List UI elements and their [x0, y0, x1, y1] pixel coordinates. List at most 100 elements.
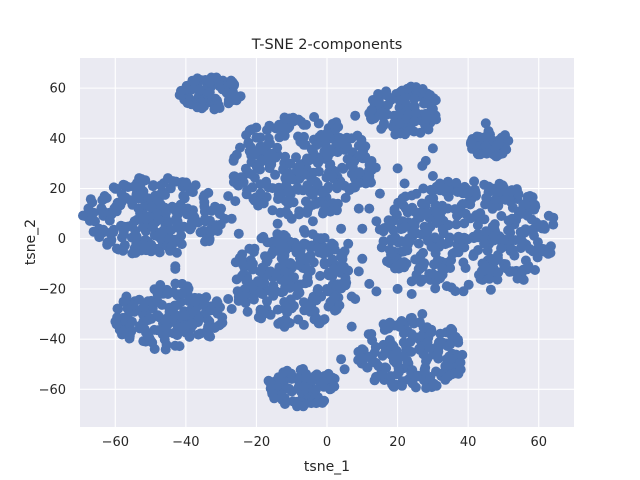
cluster-9-point — [527, 192, 538, 203]
y-tick-label: 0 — [58, 232, 66, 247]
cluster-2-point — [153, 215, 164, 226]
cluster-4-point — [294, 209, 305, 220]
y-tick-label: −60 — [39, 383, 66, 398]
cluster-3-point — [112, 303, 123, 314]
cluster-9-point — [450, 286, 461, 297]
cluster-4-point — [293, 131, 303, 142]
outlier-point — [272, 218, 283, 229]
cluster-5-point — [255, 287, 266, 298]
outlier-point — [247, 258, 258, 269]
cluster-3-point — [134, 294, 145, 305]
cluster-9-point — [418, 183, 429, 194]
cluster-5-point — [315, 270, 326, 281]
outlier-point — [226, 304, 237, 314]
cluster-3-point — [110, 316, 121, 327]
cluster-4-point — [270, 152, 281, 163]
cluster-9-point — [417, 274, 428, 285]
cluster-9-point — [383, 215, 394, 226]
cluster-2-point — [78, 210, 88, 221]
cluster-3-point — [201, 292, 212, 303]
cluster-9-point — [465, 213, 476, 224]
cluster-4-point — [318, 205, 329, 216]
cluster-4-point — [321, 172, 332, 183]
cluster-9-point — [437, 264, 448, 275]
x-tick-label: −40 — [172, 435, 199, 450]
cluster-3-point — [203, 331, 214, 341]
outlier-point — [353, 203, 364, 214]
cluster-3-point — [124, 333, 135, 344]
cluster-5-point — [321, 284, 332, 294]
cluster-9-point — [462, 188, 473, 199]
cluster-7-point — [426, 104, 437, 115]
cluster-10-point — [445, 354, 456, 364]
cluster-8-point — [465, 138, 476, 149]
cluster-10-point — [366, 329, 377, 340]
outlier-point — [427, 171, 438, 181]
cluster-2-point — [181, 177, 192, 188]
cluster-5-point — [272, 304, 283, 315]
cluster-1-point — [211, 72, 222, 83]
cluster-4-point — [298, 139, 309, 150]
outlier-point — [233, 228, 244, 239]
cluster-9-point — [484, 273, 495, 284]
cluster-8-point — [503, 135, 514, 146]
cluster-9-point — [413, 238, 424, 249]
cluster-10-point — [411, 371, 422, 382]
cluster-10-point — [455, 364, 466, 375]
cluster-10-point — [433, 346, 444, 357]
cluster-9-point — [469, 176, 480, 187]
cluster-4-point — [285, 158, 296, 169]
cluster-8-point — [491, 140, 502, 151]
cluster-7-point — [378, 111, 389, 122]
chart-title: T-SNE 2-components — [251, 37, 403, 53]
x-tick-labels: −60 −40 −20 0 20 40 60 — [102, 435, 547, 450]
cluster-5-point — [305, 300, 316, 311]
cluster-10-point — [410, 382, 421, 393]
cluster-6-point — [286, 386, 297, 397]
cluster-2-point — [206, 205, 217, 216]
cluster-9-point — [453, 231, 464, 242]
outlier-point — [480, 118, 491, 129]
outlier-point — [170, 263, 181, 274]
cluster-4-point — [264, 138, 275, 149]
cluster-10-point — [426, 327, 437, 338]
cluster-4-point — [243, 138, 254, 149]
cluster-10-point — [398, 337, 409, 348]
cluster-7-point — [381, 86, 392, 97]
cluster-4-point — [294, 166, 305, 177]
cluster-5-point — [319, 259, 330, 270]
cluster-9-point — [425, 184, 436, 195]
outlier-point — [350, 294, 361, 304]
cluster-9-point — [487, 203, 498, 214]
cluster-5-point — [258, 231, 269, 242]
cluster-9-point — [492, 253, 503, 264]
cluster-9-point — [530, 265, 540, 275]
cluster-5-point — [279, 267, 290, 278]
outlier-point — [230, 196, 241, 207]
cluster-2-point — [154, 247, 165, 258]
cluster-3-point — [157, 299, 167, 310]
cluster-9-point — [483, 181, 494, 192]
cluster-9-point — [426, 241, 437, 252]
cluster-9-point — [520, 224, 531, 235]
cluster-9-point — [472, 228, 483, 239]
cluster-10-point — [414, 317, 425, 328]
outlier-point — [216, 203, 227, 214]
cluster-1-point — [231, 95, 242, 106]
cluster-10-point — [369, 375, 380, 386]
cluster-9-point — [479, 238, 490, 249]
cluster-9-point — [416, 198, 427, 209]
cluster-3-point — [172, 300, 183, 311]
cluster-4-point — [233, 180, 244, 191]
cluster-4-point — [251, 162, 262, 172]
cluster-6-point — [301, 372, 311, 383]
y-tick-label: −20 — [39, 282, 66, 297]
cluster-5-point — [237, 249, 248, 260]
cluster-4-point — [302, 207, 313, 218]
cluster-4-point — [229, 152, 240, 163]
cluster-5-point — [291, 242, 302, 253]
cluster-9-point — [468, 251, 479, 261]
cluster-2-point — [146, 246, 157, 257]
cluster-7-point — [415, 127, 426, 138]
